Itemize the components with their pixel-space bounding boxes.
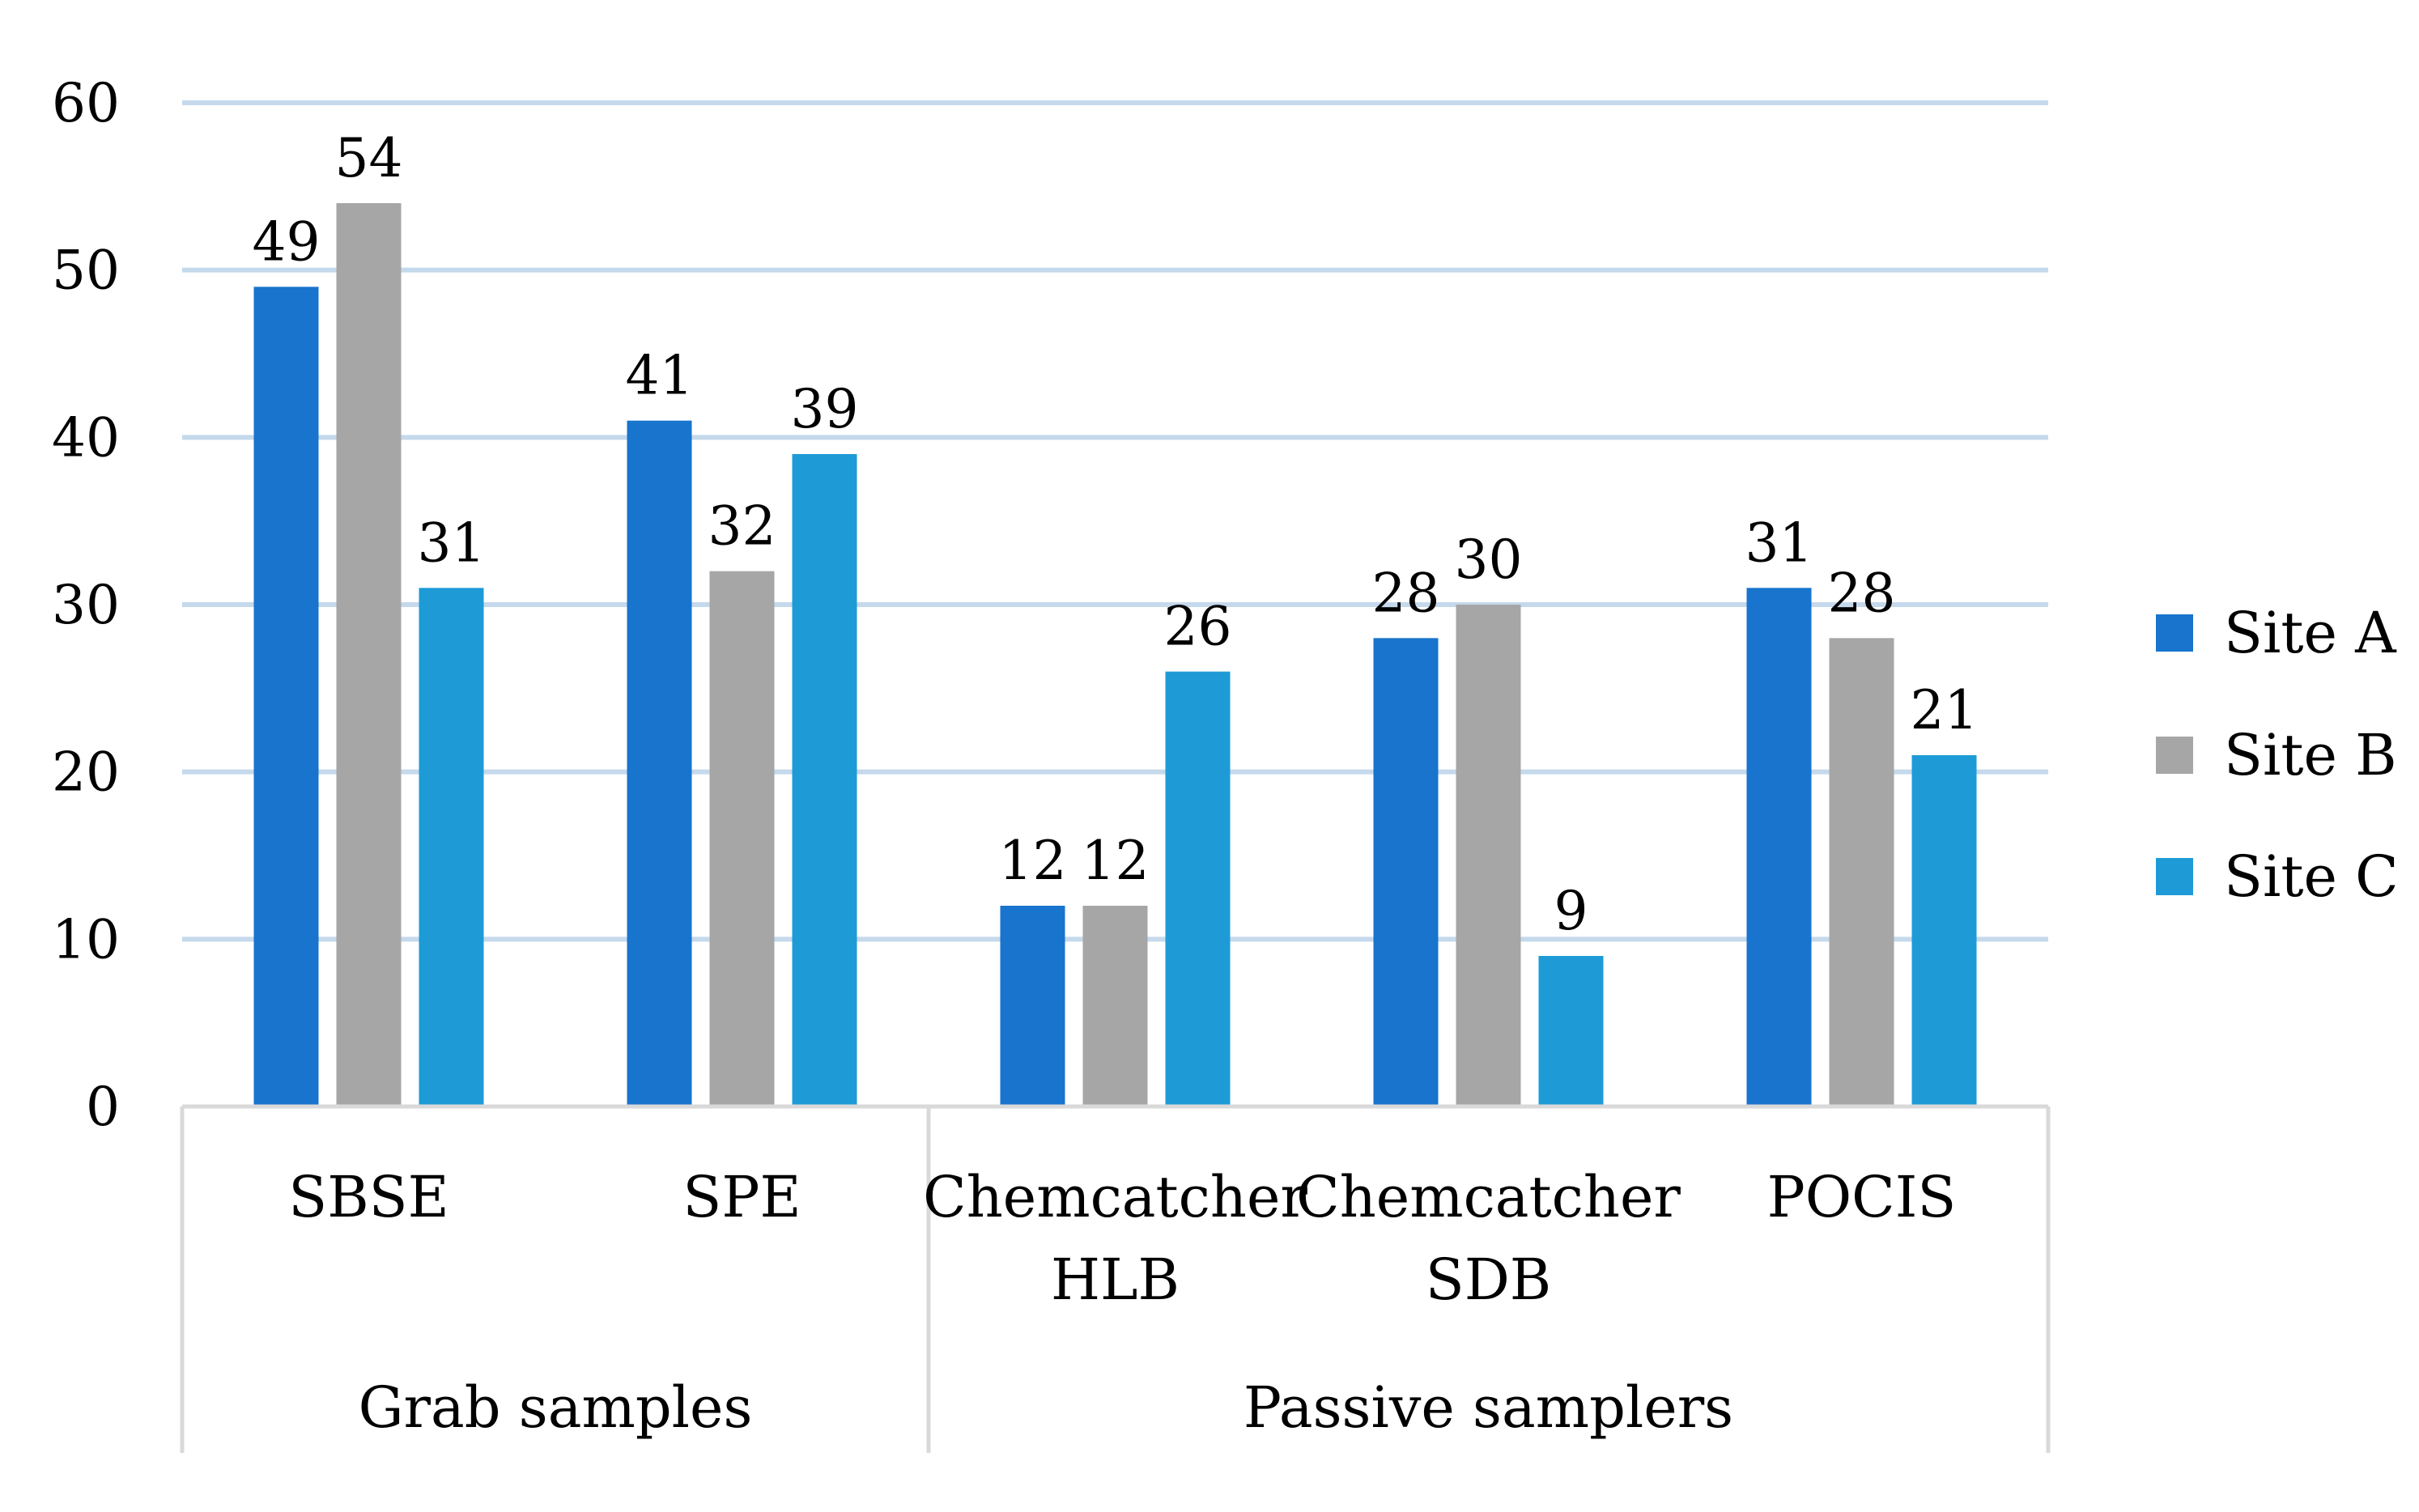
legend[interactable]: Site A Site B Site C [2156,600,2399,910]
data-label: 49 [253,210,321,273]
category-label: SPE [682,1164,801,1230]
data-label: 26 [1164,596,1232,658]
y-tick-label: 30 [52,574,120,636]
bar-site-c[interactable] [419,588,484,1106]
group-label: Passive samplers [1244,1374,1733,1441]
legend-swatch [2156,614,2193,652]
bar-site-a[interactable] [627,420,692,1106]
data-label: 12 [999,830,1067,892]
legend-item-site-a[interactable]: Site A [2156,600,2397,666]
bar-site-a[interactable] [1373,638,1439,1106]
group-label: Grab samples [359,1374,753,1441]
category-label: HLB [1051,1247,1180,1313]
category-label: Chemcatcher [923,1164,1307,1230]
category-label: POCIS [1767,1164,1957,1230]
y-tick-label: 50 [52,240,120,302]
category-label: Chemcatcher [1296,1164,1681,1230]
legend-item-site-c[interactable]: Site C [2156,843,2399,910]
bar-site-c[interactable] [792,454,857,1106]
data-label: 28 [1828,562,1896,624]
legend-item-site-b[interactable]: Site B [2156,722,2397,788]
data-label: 31 [418,512,486,574]
legend-label: Site C [2224,843,2399,910]
y-tick-label: 20 [52,741,120,804]
data-label: 31 [1745,512,1813,574]
data-label: 54 [335,127,403,189]
y-tick-label: 60 [52,72,120,134]
data-label: 9 [1554,880,1588,942]
bar-site-b[interactable] [1456,605,1521,1106]
legend-label: Site B [2224,722,2397,788]
category-label: SDB [1426,1247,1552,1313]
legend-swatch [2156,737,2193,774]
category-axis-frame [180,1104,2051,1453]
bar-site-b[interactable] [1082,906,1148,1106]
data-label: 32 [708,495,776,558]
legend-swatch [2156,858,2193,895]
data-label: 39 [791,378,859,440]
data-label: 12 [1082,830,1150,892]
data-label: 30 [1455,529,1523,591]
bar-site-c[interactable] [1165,671,1231,1106]
category-label: SBSE [288,1164,449,1230]
bar-site-c[interactable] [1911,755,1977,1106]
y-tick-label: 40 [52,406,120,469]
bar-site-a[interactable] [1746,588,1812,1106]
y-tick-label: 10 [52,908,120,970]
bar-site-c[interactable] [1538,956,1604,1106]
bar-site-b[interactable] [709,571,775,1106]
bar-site-b[interactable] [336,203,402,1106]
y-tick-label: 0 [86,1076,120,1138]
data-label: 41 [626,345,694,407]
bars [253,203,1977,1106]
data-label: 28 [1372,562,1440,624]
bar-site-a[interactable] [253,287,319,1106]
legend-label: Site A [2224,600,2397,666]
data-label: 21 [1911,679,1979,741]
gridlines [182,100,2048,942]
bar-site-a[interactable] [1000,906,1065,1106]
bar-site-b[interactable] [1829,638,1894,1106]
